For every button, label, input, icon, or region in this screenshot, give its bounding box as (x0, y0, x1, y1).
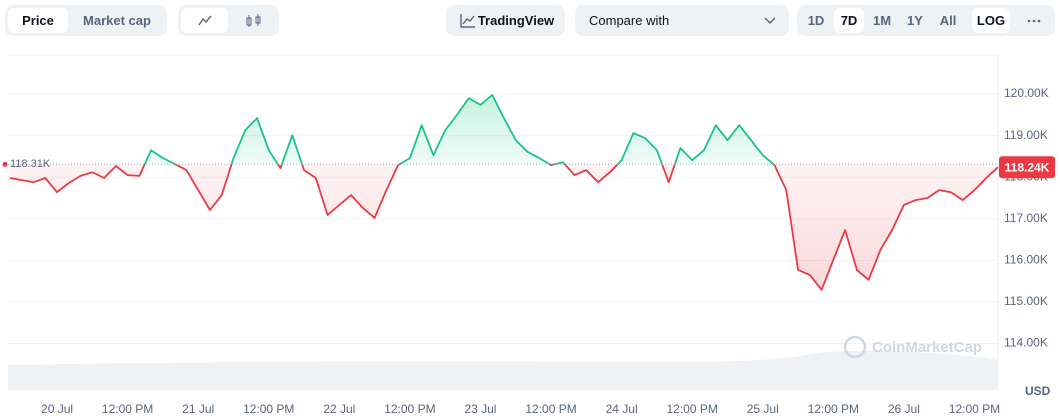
range-toggle: 1D 7D 1M 1Y All LOG (797, 5, 1055, 36)
area-fill (10, 94, 998, 290)
x-tick-label: 22 Jul (323, 402, 355, 416)
x-tick-label: 23 Jul (464, 402, 496, 416)
y-tick-label: 118.00K (1004, 169, 1048, 183)
x-tick-label: 12:00 PM (525, 402, 576, 416)
candle-style-button[interactable] (230, 8, 277, 33)
chevron (764, 17, 776, 25)
compare-label: Compare with (589, 13, 670, 28)
market-cap-button[interactable]: Market cap (83, 13, 151, 28)
baseline-label: 118.31K (10, 158, 51, 170)
volume-area (8, 350, 998, 390)
x-tick-label: 24 Jul (606, 402, 638, 416)
range-button[interactable]: 1Y (907, 13, 923, 28)
compare-select[interactable]: Compare with (575, 5, 789, 36)
last-price-label: 118.24K (1005, 160, 1050, 174)
x-tick-label: 26 Jul (888, 402, 920, 416)
y-tick-label: 114.00K (1004, 336, 1048, 350)
price-line (9, 94, 999, 291)
x-tick-label: 12:00 PM (384, 402, 435, 416)
watermark-text: CoinMarketCap (872, 339, 982, 356)
x-tick-label: 12:00 PM (949, 402, 1000, 416)
x-tick-label: 12:00 PM (102, 402, 153, 416)
watermark: CoinMarketCap (843, 335, 982, 359)
currency-label: USD (1025, 384, 1051, 398)
range-button[interactable]: 1D (807, 13, 825, 28)
x-tick-label: 12:00 PM (667, 402, 718, 416)
more-icon (1027, 19, 1041, 23)
price-toggle: Price Market cap (5, 5, 167, 36)
y-tick-label: 115.00K (1004, 294, 1048, 308)
line-icon (198, 15, 212, 26)
tradingview-button[interactable]: TradingView (446, 5, 565, 36)
x-tick-label: 12:00 PM (243, 402, 294, 416)
tradingview-label: TradingView (477, 13, 555, 28)
y-tick-label: 117.00K (1004, 211, 1048, 225)
log-button[interactable]: LOG (972, 8, 1010, 33)
y-tick-label: 116.00K (1004, 252, 1048, 266)
y-tick-label: 120.00K (1004, 86, 1049, 100)
candle-icon (246, 14, 261, 27)
more-button[interactable] (1019, 8, 1049, 33)
range-button[interactable]: 7D (834, 8, 864, 33)
x-tick-label: 20 Jul (41, 402, 73, 416)
x-tick-label: 25 Jul (747, 402, 779, 416)
price-button[interactable]: Price (8, 8, 68, 33)
x-tick-label: 21 Jul (182, 402, 214, 416)
range-button[interactable]: 1M (872, 13, 892, 28)
y-tick-label: 119.00K (1004, 128, 1048, 142)
range-button[interactable]: All (939, 13, 957, 28)
last-price-tag (999, 156, 1055, 179)
x-tick-label: 12:00 PM (808, 402, 859, 416)
line-style-button[interactable] (181, 8, 228, 33)
chart-style-toggle (178, 5, 279, 36)
baseline-dot (2, 161, 8, 167)
tv-icon (460, 14, 475, 28)
